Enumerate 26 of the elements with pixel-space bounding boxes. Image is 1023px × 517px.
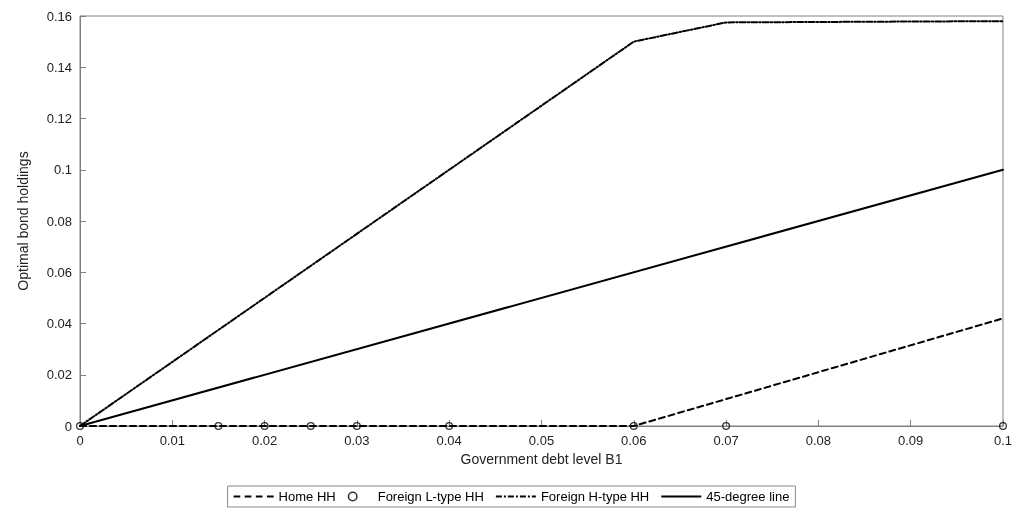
y-tick-label: 0.1 [53,162,72,178]
x-tick-label: 0.02 [251,433,278,448]
y-tick-label: 0.06 [46,264,72,280]
x-tick-label: 0.07 [713,433,739,448]
y-tick-label: 0.14 [46,59,72,75]
y-tick-label: 0 [64,418,72,434]
x-tick-label: 0.1 [993,433,1012,448]
x-tick-label: 0.05 [528,433,555,448]
y-tick-label: 0.08 [46,213,72,229]
x-tick-label: 0.06 [621,433,647,448]
x-tick-label: 0 [76,433,84,448]
x-tick-label: 0.09 [898,433,924,448]
x-tick-label: 0.04 [436,433,462,448]
y-axis-title: Optimal bond holdings [15,151,31,291]
x-tick-label: 0.01 [159,433,185,448]
x-axis-title: Government debt level B1 [460,450,623,467]
y-tick-label: 0.04 [46,316,72,331]
y-tick-label: 0.16 [46,8,72,24]
x-tick-label: 0.08 [805,433,832,448]
y-tick-label: 0.12 [46,111,72,126]
legend-label: Home HH [278,489,336,504]
x-tick-label: 0.03 [344,433,370,448]
legend-label: Foreign L-type HH [377,489,484,504]
legend-label: Foreign H-type HH [540,489,650,504]
legend-label: 45-degree line [706,489,790,504]
y-tick-label: 0.02 [46,367,72,383]
